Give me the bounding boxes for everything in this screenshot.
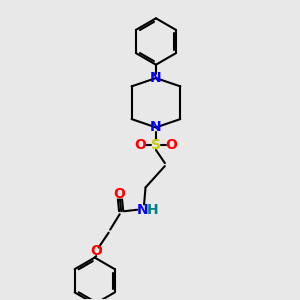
Text: O: O	[90, 244, 102, 258]
Text: N: N	[137, 203, 148, 217]
Text: S: S	[151, 138, 161, 152]
Text: O: O	[135, 138, 146, 152]
Text: O: O	[114, 187, 126, 201]
Text: N: N	[150, 71, 162, 85]
Text: O: O	[166, 138, 177, 152]
Text: H: H	[146, 203, 158, 217]
Text: N: N	[150, 120, 162, 134]
